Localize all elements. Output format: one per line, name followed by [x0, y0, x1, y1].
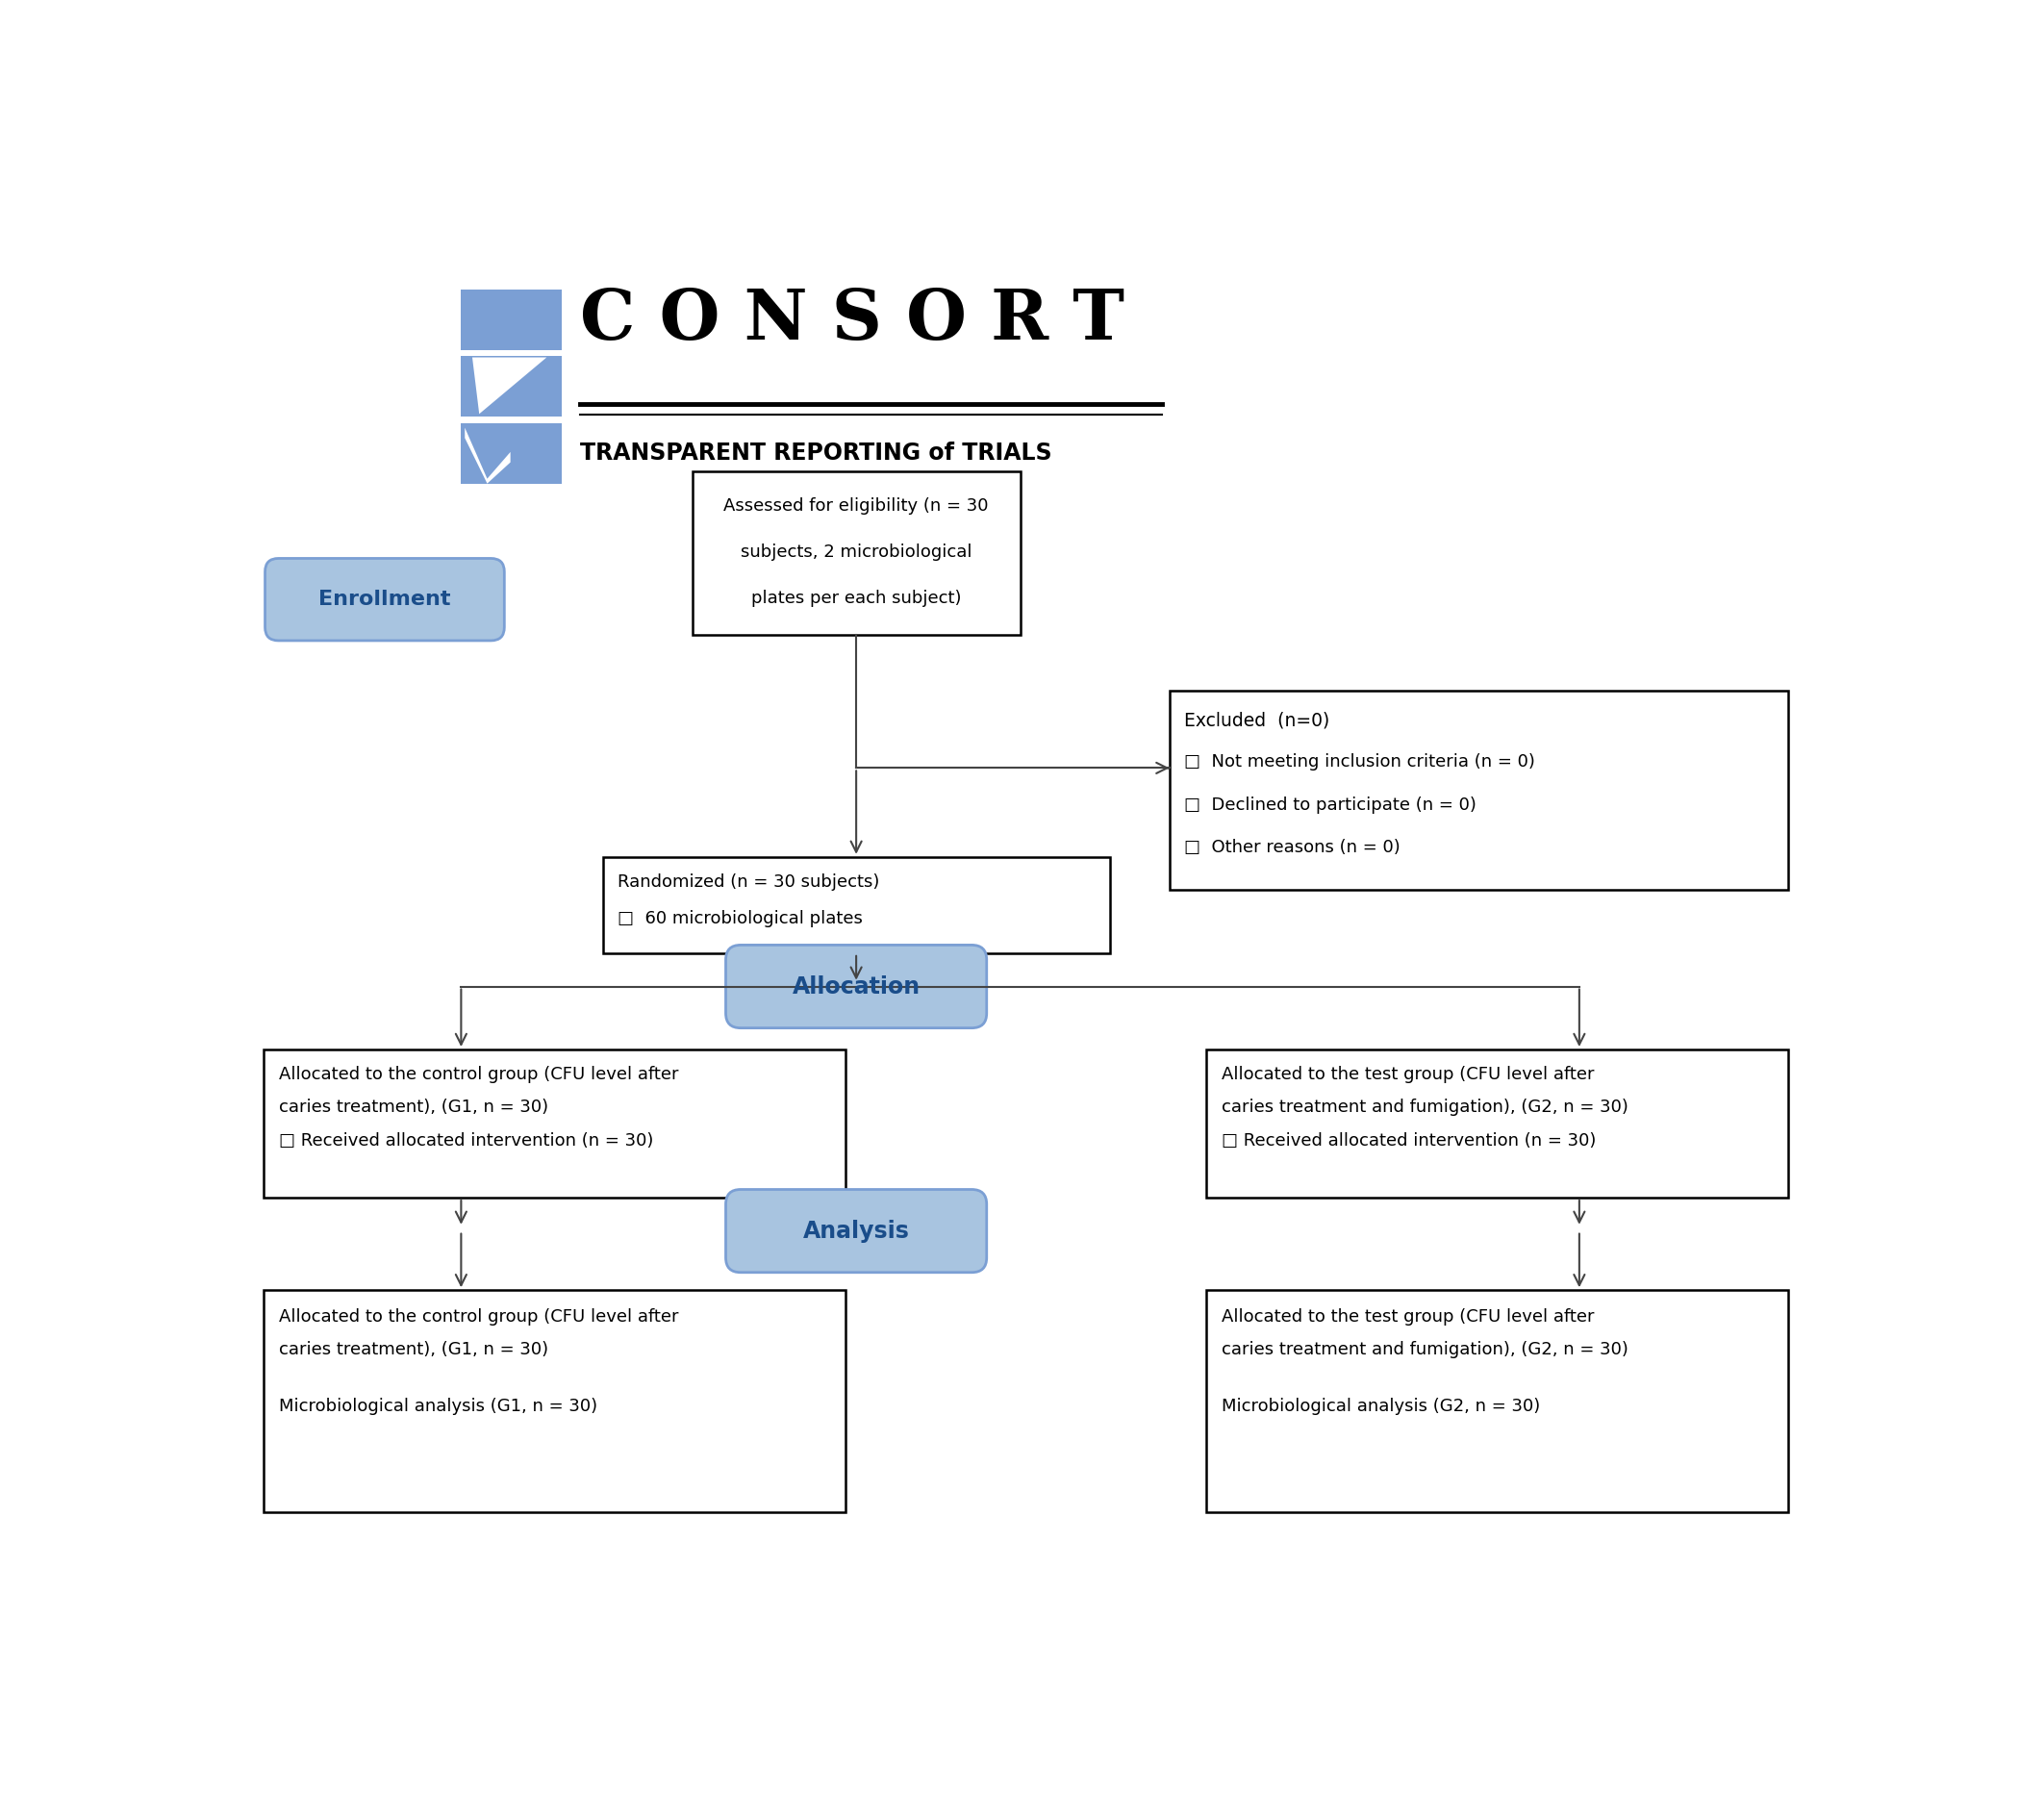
Polygon shape — [472, 357, 547, 413]
Text: Assessed for eligibility (n = 30: Assessed for eligibility (n = 30 — [723, 497, 989, 515]
Text: Randomized (n = 30 subjects): Randomized (n = 30 subjects) — [618, 874, 880, 890]
Text: Enrollment: Enrollment — [319, 590, 450, 610]
Text: □  Declined to participate (n = 0): □ Declined to participate (n = 0) — [1185, 795, 1476, 814]
FancyBboxPatch shape — [725, 945, 987, 1028]
Text: Excluded  (n=0): Excluded (n=0) — [1185, 712, 1331, 730]
FancyBboxPatch shape — [693, 471, 1020, 635]
FancyBboxPatch shape — [1207, 1050, 1789, 1198]
Text: caries treatment), (G1, n = 30): caries treatment), (G1, n = 30) — [279, 1097, 547, 1116]
FancyBboxPatch shape — [460, 289, 561, 349]
Text: □ Received allocated intervention (n = 30): □ Received allocated intervention (n = 3… — [279, 1132, 652, 1150]
Text: Allocation: Allocation — [791, 976, 921, 997]
FancyBboxPatch shape — [1207, 1290, 1789, 1512]
Text: TRANSPARENT REPORTING of TRIALS: TRANSPARENT REPORTING of TRIALS — [579, 442, 1052, 464]
Text: subjects, 2 microbiological: subjects, 2 microbiological — [741, 544, 971, 561]
Text: Allocated to the control group (CFU level after: Allocated to the control group (CFU leve… — [279, 1067, 678, 1083]
Text: □  Other reasons (n = 0): □ Other reasons (n = 0) — [1185, 839, 1401, 857]
Text: Microbiological analysis (G1, n = 30): Microbiological analysis (G1, n = 30) — [279, 1398, 598, 1414]
Text: plates per each subject): plates per each subject) — [751, 590, 961, 606]
Text: □  60 microbiological plates: □ 60 microbiological plates — [618, 910, 862, 928]
Text: caries treatment and fumigation), (G2, n = 30): caries treatment and fumigation), (G2, n… — [1221, 1097, 1627, 1116]
Text: Allocated to the test group (CFU level after: Allocated to the test group (CFU level a… — [1221, 1067, 1595, 1083]
Text: Analysis: Analysis — [804, 1219, 909, 1243]
Text: Allocated to the control group (CFU level after: Allocated to the control group (CFU leve… — [279, 1309, 678, 1327]
FancyBboxPatch shape — [604, 857, 1110, 954]
FancyBboxPatch shape — [460, 422, 561, 484]
FancyBboxPatch shape — [460, 357, 561, 417]
Polygon shape — [464, 428, 511, 484]
Text: Microbiological analysis (G2, n = 30): Microbiological analysis (G2, n = 30) — [1221, 1398, 1540, 1414]
FancyBboxPatch shape — [264, 559, 505, 641]
Text: C O N S O R T: C O N S O R T — [579, 286, 1125, 353]
Text: □  Not meeting inclusion criteria (n = 0): □ Not meeting inclusion criteria (n = 0) — [1185, 753, 1534, 770]
Text: caries treatment and fumigation), (G2, n = 30): caries treatment and fumigation), (G2, n… — [1221, 1341, 1627, 1358]
FancyBboxPatch shape — [264, 1050, 846, 1198]
FancyBboxPatch shape — [725, 1190, 987, 1272]
Text: caries treatment), (G1, n = 30): caries treatment), (G1, n = 30) — [279, 1341, 547, 1358]
FancyBboxPatch shape — [264, 1290, 846, 1512]
FancyBboxPatch shape — [1169, 690, 1789, 890]
Text: □ Received allocated intervention (n = 30): □ Received allocated intervention (n = 3… — [1221, 1132, 1595, 1150]
Text: Allocated to the test group (CFU level after: Allocated to the test group (CFU level a… — [1221, 1309, 1595, 1327]
